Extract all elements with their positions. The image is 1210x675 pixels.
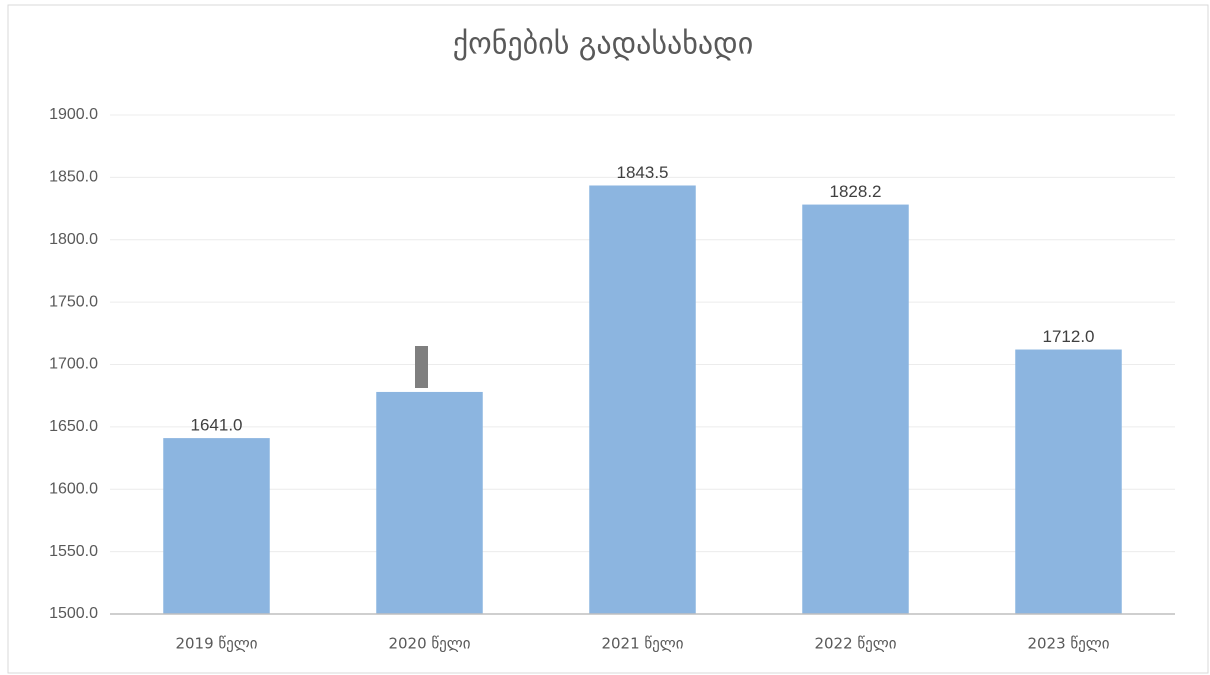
data-label: 1828.2: [830, 182, 882, 201]
x-tick-label: 2019 წელი: [175, 635, 257, 653]
data-label: 1712.0: [1043, 327, 1095, 346]
chart-title: ქონების გადასახადი: [453, 27, 753, 62]
bar: [802, 204, 909, 614]
overlay-artifact: [415, 346, 428, 388]
data-label: 1843.5: [617, 163, 669, 182]
x-tick-label: 2020 წელი: [388, 635, 470, 653]
data-label: 1641.0: [191, 416, 243, 435]
x-tick-label: 2022 წელი: [814, 635, 896, 653]
x-tick-label: 2021 წელი: [601, 635, 683, 653]
bar: [1015, 349, 1122, 614]
y-tick-label: 1900.0: [49, 106, 98, 123]
y-tick-label: 1600.0: [49, 480, 98, 497]
y-tick-label: 1850.0: [49, 169, 98, 186]
bars: 2019 წელი 1641.0 2020 წელი 2021 წელი 1843.5 2…: [110, 163, 1175, 653]
bar: [376, 391, 483, 614]
bar: [163, 438, 270, 614]
y-tick-label: 1700.0: [49, 356, 98, 373]
bar: [589, 185, 696, 614]
x-tick-label: 2023 წელი: [1027, 635, 1109, 653]
y-tick-label: 1550.0: [49, 543, 98, 560]
y-tick-label: 1500.0: [49, 605, 98, 622]
y-tick-label: 1650.0: [49, 418, 98, 435]
y-tick-label: 1750.0: [49, 293, 98, 310]
grid: 1500.0 1550.0 1600.0 1650.0 1700.0 1750.0 1800…: [49, 106, 1175, 622]
y-tick-label: 1800.0: [49, 231, 98, 248]
